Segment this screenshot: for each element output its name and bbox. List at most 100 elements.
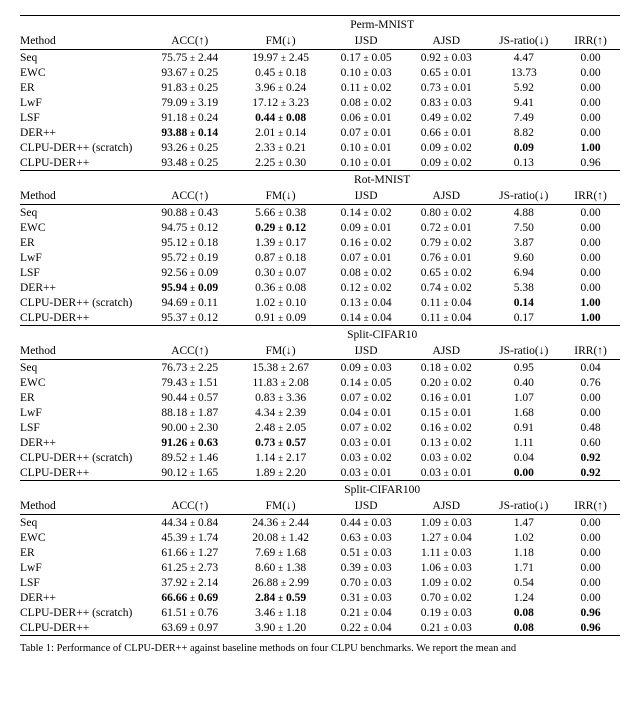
table-cell: 1.02 [486,530,561,545]
table-cell: 0.72 ± 0.01 [406,220,486,235]
table-cell: 90.88 ± 0.43 [144,205,235,221]
column-header: AJSD [406,33,486,50]
section-title-row: Split-CIFAR10 [20,326,620,344]
table-cell: 1.89 ± 2.20 [235,465,326,481]
table-cell: 24.36 ± 2.44 [235,515,326,531]
table-cell: 11.83 ± 2.08 [235,375,326,390]
table-cell: 0.00 [486,465,561,481]
table-cell: 1.09 ± 0.02 [406,575,486,590]
table-cell: ER [20,390,144,405]
table-cell: 0.10 ± 0.01 [326,155,406,171]
table-cell: 79.43 ± 1.51 [144,375,235,390]
table-cell: 1.14 ± 2.17 [235,450,326,465]
table-cell: 0.87 ± 0.18 [235,250,326,265]
table-cell: 37.92 ± 2.14 [144,575,235,590]
table-cell: EWC [20,65,144,80]
column-header-row: MethodACC(↑)FM(↓)IJSDAJSDJS-ratio(↓)IRR(… [20,33,620,50]
table-cell: 0.31 ± 0.03 [326,590,406,605]
table-row: LwF61.25 ± 2.738.60 ± 1.380.39 ± 0.031.0… [20,560,620,575]
table-cell: Seq [20,360,144,376]
table-row: DER++93.88 ± 0.142.01 ± 0.140.07 ± 0.010… [20,125,620,140]
table-cell: 0.92 [561,450,620,465]
column-header: Method [20,343,144,360]
column-header-row: MethodACC(↑)FM(↓)IJSDAJSDJS-ratio(↓)IRR(… [20,188,620,205]
table-cell: 0.73 ± 0.01 [406,80,486,95]
table-cell: 26.88 ± 2.99 [235,575,326,590]
table-cell: 0.83 ± 0.03 [406,95,486,110]
table-cell: 0.12 ± 0.02 [326,280,406,295]
table-cell: 0.14 ± 0.05 [326,375,406,390]
table-cell: 3.96 ± 0.24 [235,80,326,95]
table-cell: 3.46 ± 1.18 [235,605,326,620]
table-cell: 1.18 [486,545,561,560]
table-row: LSF92.56 ± 0.090.30 ± 0.070.08 ± 0.020.6… [20,265,620,280]
table-cell: 94.75 ± 0.12 [144,220,235,235]
table-row: EWC93.67 ± 0.250.45 ± 0.180.10 ± 0.030.6… [20,65,620,80]
table-cell: 93.67 ± 0.25 [144,65,235,80]
table-cell: 19.97 ± 2.45 [235,50,326,66]
table-cell: 9.41 [486,95,561,110]
table-cell: 0.00 [561,50,620,66]
table-cell: 88.18 ± 1.87 [144,405,235,420]
table-row: DER++91.26 ± 0.630.73 ± 0.570.03 ± 0.010… [20,435,620,450]
table-cell: 0.10 ± 0.01 [326,140,406,155]
column-header: FM(↓) [235,498,326,515]
table-cell: Seq [20,515,144,531]
table-cell: 95.37 ± 0.12 [144,310,235,326]
table-cell: 4.34 ± 2.39 [235,405,326,420]
table-cell: 0.36 ± 0.08 [235,280,326,295]
table-cell: 0.80 ± 0.02 [406,205,486,221]
table-cell: 4.47 [486,50,561,66]
table-cell: 95.12 ± 0.18 [144,235,235,250]
table-cell: 8.82 [486,125,561,140]
table-cell: 0.07 ± 0.01 [326,125,406,140]
table-cell: 0.91 [486,420,561,435]
table-cell: 0.09 ± 0.02 [406,155,486,171]
table-cell: 0.09 ± 0.01 [326,220,406,235]
table-cell: 0.66 ± 0.01 [406,125,486,140]
table-cell: 1.47 [486,515,561,531]
table-cell: CLPU-DER++ (scratch) [20,140,144,155]
table-cell: 0.00 [561,250,620,265]
table-cell: 0.17 [486,310,561,326]
column-header: IRR(↑) [561,343,620,360]
table-cell: 0.92 ± 0.03 [406,50,486,66]
column-header: AJSD [406,343,486,360]
table-cell: 61.51 ± 0.76 [144,605,235,620]
table-cell: 0.00 [561,590,620,605]
table-cell: 0.95 [486,360,561,376]
column-header: FM(↓) [235,33,326,50]
table-cell: 93.26 ± 0.25 [144,140,235,155]
table-cell: 76.73 ± 2.25 [144,360,235,376]
table-cell: 0.22 ± 0.04 [326,620,406,636]
table-cell: 0.03 ± 0.02 [406,450,486,465]
table-cell: 0.96 [561,155,620,171]
table-cell: 66.66 ± 0.69 [144,590,235,605]
results-table-page: Perm-MNISTMethodACC(↑)FM(↓)IJSDAJSDJS-ra… [0,0,640,665]
table-cell: 79.09 ± 3.19 [144,95,235,110]
table-cell: 0.06 ± 0.01 [326,110,406,125]
table-cell: 93.48 ± 0.25 [144,155,235,171]
table-cell: 0.14 [486,295,561,310]
table-cell: 0.14 ± 0.04 [326,310,406,326]
table-row: CLPU-DER++ (scratch)93.26 ± 0.252.33 ± 0… [20,140,620,155]
table-cell: 0.16 ± 0.02 [326,235,406,250]
table-cell: 0.60 [561,435,620,450]
table-row: LSF90.00 ± 2.302.48 ± 2.050.07 ± 0.020.1… [20,420,620,435]
table-cell: 0.04 ± 0.01 [326,405,406,420]
table-cell: DER++ [20,590,144,605]
table-cell: CLPU-DER++ [20,310,144,326]
table-cell: 0.00 [561,390,620,405]
table-row: Seq75.75 ± 2.4419.97 ± 2.450.17 ± 0.050.… [20,50,620,66]
table-cell: 1.00 [561,295,620,310]
column-header: IJSD [326,343,406,360]
table-cell: 0.03 ± 0.01 [326,435,406,450]
table-cell: 0.48 [561,420,620,435]
table-cell: 2.01 ± 0.14 [235,125,326,140]
table-cell: 0.04 [486,450,561,465]
table-cell: LSF [20,110,144,125]
table-cell: 0.00 [561,125,620,140]
table-cell: 0.20 ± 0.02 [406,375,486,390]
table-cell: 0.00 [561,65,620,80]
table-cell: 1.07 [486,390,561,405]
